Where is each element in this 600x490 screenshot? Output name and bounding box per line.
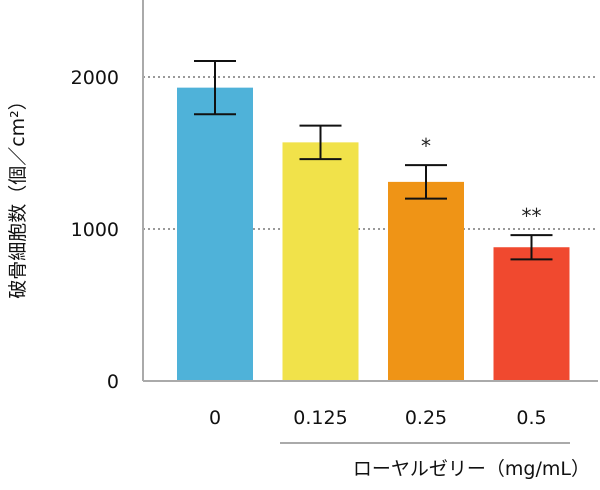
significance-mark: ** (522, 204, 542, 228)
bar (177, 87, 253, 381)
y-tick-label: 2000 (71, 67, 119, 89)
error-bar (405, 164, 447, 200)
error-bar (194, 60, 236, 116)
y-tick-label: 0 (107, 371, 119, 393)
x-tick-label: 0.25 (405, 407, 447, 429)
x-tick-label: 0.125 (293, 407, 347, 429)
x-tick-label: 0 (209, 407, 221, 429)
x-tick-label: 0.5 (516, 407, 546, 429)
bar (388, 181, 464, 381)
significance-annotations: *** (421, 134, 542, 228)
significance-mark: * (421, 134, 431, 158)
error-bar (299, 124, 342, 161)
bars (177, 87, 570, 381)
bar (493, 247, 570, 381)
y-tick-labels: 0 1000 2000 (71, 67, 119, 393)
y-axis-label: 破骨細胞数（個／cm²） (7, 91, 29, 299)
bar (282, 142, 359, 381)
y-tick-label: 1000 (71, 219, 119, 241)
x-tick-labels: 0 0.125 0.25 0.5 (209, 407, 547, 429)
error-bar (510, 234, 553, 261)
error-bars (194, 60, 553, 261)
x-axis-label: ローヤルゼリー（mg/mL） (353, 458, 590, 480)
